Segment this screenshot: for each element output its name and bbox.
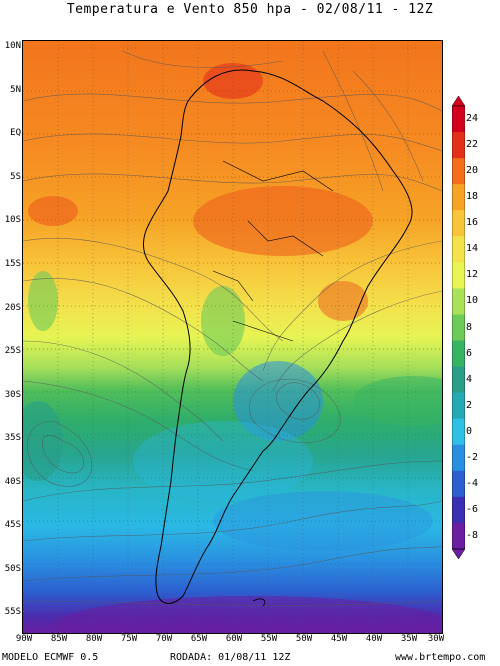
temperature-field (23, 41, 442, 633)
map-title: Temperatura e Vento 850 hpa - 02/08/11 -… (66, 2, 434, 17)
colorbar-label: 24 (466, 113, 479, 125)
lon-label-55w: 55W (260, 634, 278, 644)
lon-label-60w: 60W (225, 634, 243, 644)
colorbar-swatch (452, 314, 465, 342)
lat-label-eq: EQ (10, 128, 21, 138)
colorbar-label: 16 (466, 217, 479, 229)
lat-label-30s: 30S (4, 390, 21, 400)
model-label: MODELO ECMWF 0.5 (2, 652, 99, 663)
lat-label-20s: 20S (4, 303, 21, 313)
lat-label-45s: 45S (4, 520, 21, 530)
colorbar-swatch (452, 210, 465, 237)
wind-streamlines (23, 50, 442, 606)
colorbar-label: 0 (466, 425, 473, 437)
colorbar-label: 10 (466, 295, 479, 307)
footer: MODELO ECMWF 0.5 RODADA: 01/08/11 12Z ww… (0, 650, 500, 666)
site-label: www.brtempo.com (395, 652, 486, 663)
colorbar-bottom-arrow (452, 548, 465, 559)
colorbar-swatch (452, 262, 465, 289)
lat-label-10n: 10N (4, 41, 21, 51)
colorbar-label: 12 (466, 269, 479, 281)
lat-label-55s: 55S (4, 607, 21, 617)
colorbar-swatch (452, 184, 465, 211)
lat-label-5s: 5S (10, 172, 21, 182)
colorbar-label: 22 (466, 139, 479, 151)
colorbar-label: -2 (466, 451, 479, 463)
colorbar-swatch (452, 392, 465, 420)
colorbar-top-arrow (452, 96, 465, 107)
lon-label-35w: 35W (400, 634, 418, 644)
colorbar-swatch (452, 288, 465, 315)
graticule (23, 41, 442, 633)
colorbar-swatch (452, 418, 465, 446)
lon-label-70w: 70W (155, 634, 173, 644)
colorbar-label: 18 (466, 191, 479, 203)
colorbar-swatch (452, 470, 465, 498)
lon-label-90w: 90W (15, 634, 33, 644)
colorbar-swatch (452, 236, 465, 263)
lon-label-30w: 30W (427, 634, 445, 644)
colorbar-label: 6 (466, 347, 473, 359)
colorbar-label: 8 (466, 321, 473, 333)
lon-label-50w: 50W (295, 634, 313, 644)
lon-label-40w: 40W (365, 634, 383, 644)
lat-label-25s: 25S (4, 346, 21, 356)
lat-label-10s: 10S (4, 215, 21, 225)
colorbar-swatch (452, 106, 465, 133)
colorbar-label: -8 (466, 529, 479, 541)
lon-label-45w: 45W (330, 634, 348, 644)
colorbar-swatch (452, 444, 465, 472)
colorbar-swatch (452, 522, 465, 550)
colorbar-label: -4 (466, 477, 479, 489)
colorbar-swatch (452, 366, 465, 394)
coastline (143, 69, 413, 607)
lat-label-50s: 50S (4, 564, 21, 574)
lon-label-85w: 85W (50, 634, 68, 644)
lat-label-15s: 15S (4, 259, 21, 269)
lat-label-5n: 5N (10, 85, 21, 95)
lon-label-80w: 80W (85, 634, 103, 644)
colorbar-swatch (452, 340, 465, 368)
colorbar-label: -6 (466, 503, 479, 515)
temperature-map (22, 40, 443, 634)
lon-label-75w: 75W (120, 634, 138, 644)
colorbar-label: 4 (466, 373, 473, 385)
colorbar-swatch (452, 496, 465, 524)
colorbar-swatch (452, 132, 465, 159)
lon-label-65w: 65W (190, 634, 208, 644)
colorbar-label: 14 (466, 243, 479, 255)
lat-label-35s: 35S (4, 433, 21, 443)
run-label: RODADA: 01/08/11 12Z (170, 652, 291, 663)
colorbar (452, 96, 465, 559)
colorbar-label: 2 (466, 399, 473, 411)
colorbar-label: 20 (466, 165, 479, 177)
colorbar-swatch (452, 158, 465, 185)
lat-label-40s: 40S (4, 477, 21, 487)
